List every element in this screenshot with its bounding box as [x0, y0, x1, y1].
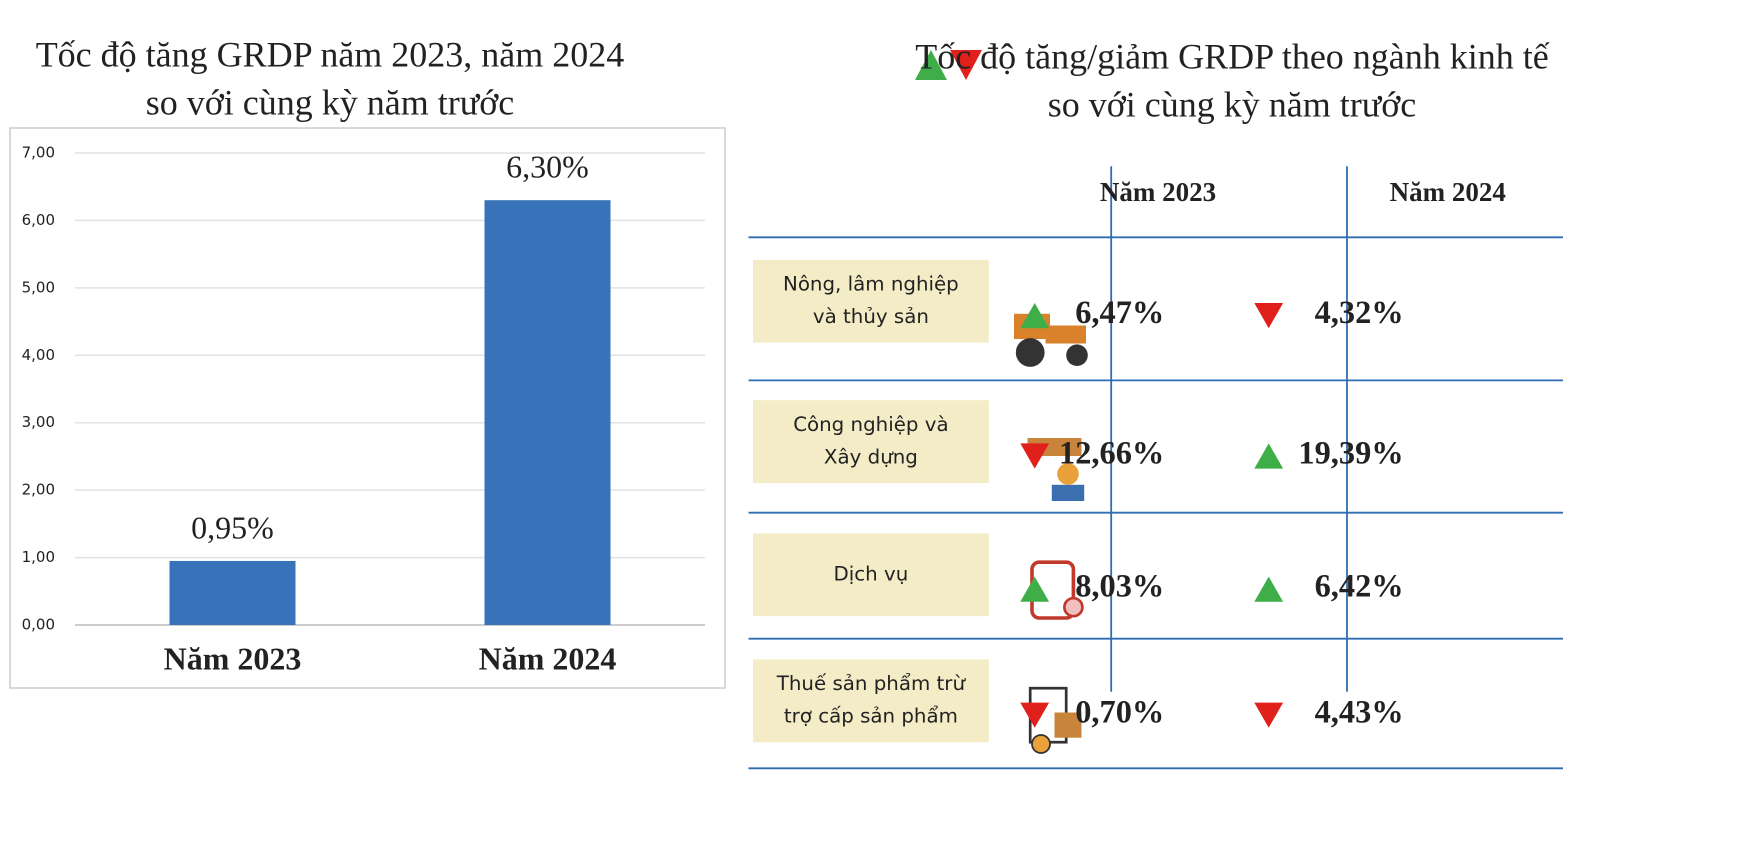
row-label-box: [753, 259, 989, 343]
x-tick-label: Năm 2023: [164, 640, 302, 676]
cell-value: 4,32%: [1315, 295, 1404, 331]
trend-arrow: [1020, 303, 1050, 329]
row-label: và thủy sản: [813, 305, 929, 328]
cell-value: 4,43%: [1315, 695, 1404, 731]
y-tick-label: 7,00: [22, 144, 55, 162]
table: Năm 2023 Năm 2024 Nông, lâm nghiệp và thủy …: [748, 166, 1564, 770]
cell-value: 12,66%: [1059, 435, 1164, 471]
y-tick-label: 2,00: [22, 481, 55, 499]
chart-subtitle: so với cùng kỳ năm trước: [146, 82, 515, 122]
column-header: Năm 2023: [1100, 177, 1216, 207]
row-label-box: [753, 400, 989, 484]
trend-arrow: [1254, 702, 1284, 728]
chart-panel: [9, 127, 726, 689]
y-tick-label: 3,00: [22, 413, 55, 431]
trend-arrow: [1020, 702, 1050, 728]
row-label: Dịch vụ: [834, 562, 909, 585]
row-label: Nông, lâm nghiệp: [783, 273, 959, 296]
y-tick-label: 5,00: [22, 278, 55, 296]
table-title: Tốc độ tăng/giảm GRDP theo ngành kinh tế: [915, 36, 1550, 76]
icon-store: [1030, 560, 1084, 620]
data-label: 6,30%: [506, 149, 589, 185]
cell-value: 8,03%: [1075, 569, 1164, 605]
icon-tax: [1028, 686, 1082, 754]
trend-arrow: [1254, 303, 1284, 329]
row-label: Công nghiệp và: [793, 413, 948, 436]
cell-value: 0,70%: [1075, 695, 1164, 731]
data-label: 0,95%: [191, 509, 274, 545]
table-subtitle: so với cùng kỳ năm trước: [1048, 84, 1417, 124]
row-label: Thuế sản phẩm trừ: [776, 672, 967, 695]
row-label-box: [753, 533, 989, 617]
trend-arrow: [1254, 443, 1284, 469]
y-tick-label: 6,00: [22, 211, 55, 229]
y-tick-label: 0,00: [22, 616, 55, 634]
y-tick-label: 1,00: [22, 548, 55, 566]
chart-title: Tốc độ tăng GRDP năm 2023, năm 2024: [36, 34, 625, 74]
title-icon-down: [950, 50, 982, 80]
column-header: Năm 2024: [1390, 177, 1506, 207]
bar: [169, 560, 296, 625]
row-label: trợ cấp sản phẩm: [784, 705, 958, 728]
row-label-box: [753, 659, 989, 743]
row-label: Xây dựng: [824, 445, 918, 468]
cell-value: 6,47%: [1075, 295, 1164, 331]
trend-arrow: [1020, 576, 1050, 602]
cell-value: 19,39%: [1298, 435, 1403, 471]
bar: [484, 200, 611, 625]
cell-value: 6,42%: [1315, 569, 1404, 605]
title-icon-up: [915, 50, 947, 80]
trend-arrow: [1020, 443, 1050, 469]
trend-arrow: [1254, 576, 1284, 602]
y-tick-label: 4,00: [22, 346, 55, 364]
x-tick-label: Năm 2024: [479, 640, 617, 676]
